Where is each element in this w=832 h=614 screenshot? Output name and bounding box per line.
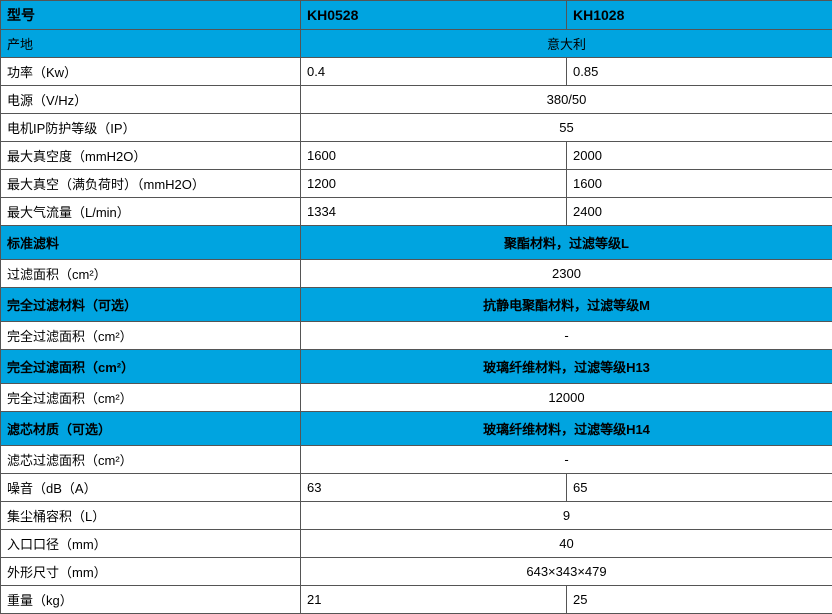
table-row: 完全过滤面积（cm²）12000 (1, 384, 832, 412)
row-label: 最大真空（满负荷时）（mmH2O） (1, 170, 301, 198)
row-value-col1: 1200 (301, 170, 567, 198)
table-row: 产地意大利 (1, 30, 832, 58)
header-col1: KH0528 (301, 1, 567, 30)
row-value-merged: 抗静电聚酯材料，过滤等级M (301, 288, 832, 322)
row-value-merged: 380/50 (301, 86, 832, 114)
row-value-merged: - (301, 322, 832, 350)
row-label: 入口口径（mm） (1, 530, 301, 558)
table-row: 重量（kg）2125 (1, 586, 832, 614)
row-value-col1: 1600 (301, 142, 567, 170)
row-value-merged: 40 (301, 530, 832, 558)
row-value-col2: 25 (567, 586, 832, 614)
header-label: 型号 (1, 1, 301, 30)
row-value-merged: 聚酯材料，过滤等级L (301, 226, 832, 260)
row-label: 过滤面积（cm²） (1, 260, 301, 288)
table-row: 电源（V/Hz）380/50 (1, 86, 832, 114)
row-label: 功率（Kw） (1, 58, 301, 86)
row-value-merged: 2300 (301, 260, 832, 288)
row-value-col2: 0.85 (567, 58, 832, 86)
table-row: 完全过滤面积（cm²）- (1, 322, 832, 350)
table-row: 外形尺寸（mm）643×343×479 (1, 558, 832, 586)
row-value-merged: 意大利 (301, 30, 832, 58)
table-row: 噪音（dB（A）6365 (1, 474, 832, 502)
row-label: 集尘桶容积（L） (1, 502, 301, 530)
table-row: 最大真空（满负荷时）（mmH2O）12001600 (1, 170, 832, 198)
row-label: 完全过滤面积（cm²） (1, 350, 301, 384)
row-label: 外形尺寸（mm） (1, 558, 301, 586)
row-value-col2: 2000 (567, 142, 832, 170)
row-label: 完全过滤面积（cm²） (1, 322, 301, 350)
row-value-merged: 玻璃纤维材料，过滤等级H13 (301, 350, 832, 384)
header-col2: KH1028 (567, 1, 832, 30)
row-value-col2: 1600 (567, 170, 832, 198)
row-label: 电机IP防护等级（IP） (1, 114, 301, 142)
row-value-merged: 643×343×479 (301, 558, 832, 586)
row-label: 完全过滤面积（cm²） (1, 384, 301, 412)
table-row: 过滤面积（cm²）2300 (1, 260, 832, 288)
header-row: 型号 KH0528 KH1028 (1, 1, 832, 30)
table-row: 最大真空度（mmH2O）16002000 (1, 142, 832, 170)
row-value-merged: 9 (301, 502, 832, 530)
table-row: 标准滤料聚酯材料，过滤等级L (1, 226, 832, 260)
row-label: 完全过滤材料（可选） (1, 288, 301, 322)
row-label: 电源（V/Hz） (1, 86, 301, 114)
table-row: 入口口径（mm）40 (1, 530, 832, 558)
row-value-merged: 55 (301, 114, 832, 142)
table-row: 集尘桶容积（L）9 (1, 502, 832, 530)
table-row: 完全过滤面积（cm²）玻璃纤维材料，过滤等级H13 (1, 350, 832, 384)
row-value-merged: - (301, 446, 832, 474)
row-value-col1: 63 (301, 474, 567, 502)
row-label: 重量（kg） (1, 586, 301, 614)
row-value-merged: 12000 (301, 384, 832, 412)
table-row: 最大气流量（L/min）13342400 (1, 198, 832, 226)
row-label: 标准滤料 (1, 226, 301, 260)
row-value-col1: 0.4 (301, 58, 567, 86)
row-value-merged: 玻璃纤维材料，过滤等级H14 (301, 412, 832, 446)
table-row: 功率（Kw）0.40.85 (1, 58, 832, 86)
table-row: 电机IP防护等级（IP）55 (1, 114, 832, 142)
row-value-col1: 21 (301, 586, 567, 614)
row-label: 噪音（dB（A） (1, 474, 301, 502)
row-label: 滤芯过滤面积（cm²） (1, 446, 301, 474)
row-value-col2: 65 (567, 474, 832, 502)
row-label: 最大真空度（mmH2O） (1, 142, 301, 170)
table-row: 完全过滤材料（可选）抗静电聚酯材料，过滤等级M (1, 288, 832, 322)
spec-table: 型号 KH0528 KH1028 产地意大利功率（Kw）0.40.85电源（V/… (0, 0, 832, 614)
table-row: 滤芯过滤面积（cm²）- (1, 446, 832, 474)
table-row: 滤芯材质（可选）玻璃纤维材料，过滤等级H14 (1, 412, 832, 446)
row-label: 最大气流量（L/min） (1, 198, 301, 226)
row-value-col2: 2400 (567, 198, 832, 226)
row-label: 产地 (1, 30, 301, 58)
table-body: 产地意大利功率（Kw）0.40.85电源（V/Hz）380/50电机IP防护等级… (1, 30, 832, 614)
row-label: 滤芯材质（可选） (1, 412, 301, 446)
row-value-col1: 1334 (301, 198, 567, 226)
